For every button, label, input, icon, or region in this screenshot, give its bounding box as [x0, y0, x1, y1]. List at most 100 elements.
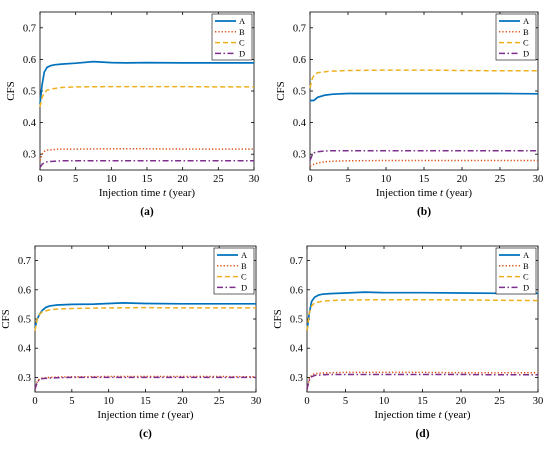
x-tick-label: 15 — [142, 174, 153, 185]
x-tick-label: 20 — [177, 396, 188, 407]
y-tick-label: 0.3 — [290, 373, 303, 384]
x-axis-label: Injection time t (year) — [99, 187, 196, 199]
x-tick-label: 25 — [494, 396, 505, 407]
series-line-A — [34, 302, 256, 329]
y-tick-label: 0.3 — [23, 150, 36, 161]
x-axis-label-variable: t — [440, 187, 444, 199]
x-axis-label: Injection time t (year) — [376, 187, 473, 199]
legend-label-D: D — [523, 48, 529, 58]
x-tick-label: 25 — [214, 396, 225, 407]
x-tick-label: 20 — [456, 396, 467, 407]
y-tick-label: 0.7 — [293, 23, 306, 34]
y-axis-label: CFS — [272, 309, 284, 329]
series-line-B — [306, 371, 538, 390]
x-tick-label: 30 — [249, 174, 260, 185]
legend-label-D: D — [241, 282, 247, 292]
x-axis-label-text: Injection time — [99, 187, 163, 199]
y-axis-label: CFS — [5, 81, 17, 101]
panel-label: (c) — [139, 428, 152, 440]
legend-label-B: B — [523, 27, 529, 37]
legend-label-A: A — [523, 250, 530, 260]
series-line-B — [34, 375, 257, 390]
x-tick-label: 5 — [345, 174, 350, 185]
y-tick-label: 0.5 — [23, 87, 36, 98]
x-tick-label: 5 — [343, 396, 348, 407]
x-tick-label: 15 — [140, 396, 151, 407]
y-tick-label: 0.6 — [18, 285, 31, 296]
x-tick-label: 30 — [251, 396, 262, 407]
x-tick-label: 15 — [417, 396, 428, 407]
x-tick-label: 10 — [106, 174, 117, 185]
y-tick-label: 0.6 — [290, 285, 303, 296]
series-line-C — [39, 85, 254, 107]
x-axis-label-unit: (year) — [165, 409, 194, 421]
x-tick-label: 5 — [73, 174, 78, 185]
x-tick-label: 15 — [419, 174, 430, 185]
x-tick-label: 10 — [379, 396, 390, 407]
x-tick-label: 30 — [533, 396, 544, 407]
legend-label-C: C — [523, 38, 529, 48]
x-tick-label: 30 — [533, 174, 544, 185]
series-line-D — [39, 160, 254, 168]
x-tick-label: 10 — [381, 174, 392, 185]
legend-label-C: C — [523, 272, 529, 282]
y-axis-label: CFS — [275, 81, 287, 101]
series-line-C — [309, 69, 538, 88]
y-tick-label: 0.5 — [18, 315, 31, 326]
y-tick-label: 0.4 — [18, 344, 32, 355]
panel-label: (a) — [140, 206, 154, 218]
x-tick-label: 0 — [37, 174, 42, 185]
y-tick-label: 0.3 — [18, 373, 31, 384]
x-axis-label: Injection time t (year) — [97, 409, 194, 421]
series-line-B — [309, 159, 538, 167]
series-line-A — [39, 60, 254, 104]
series-line-D — [306, 373, 538, 390]
x-axis-label-unit: (year) — [442, 409, 471, 421]
x-tick-label: 0 — [307, 174, 312, 185]
y-tick-label: 0.7 — [290, 256, 303, 267]
x-axis-label-text: Injection time — [374, 409, 438, 421]
x-tick-label: 25 — [495, 174, 506, 185]
y-tick-label: 0.7 — [23, 23, 36, 34]
series-line-B — [39, 148, 254, 161]
x-axis-label-variable: t — [439, 409, 443, 421]
x-axis-label-text: Injection time — [97, 409, 161, 421]
x-tick-label: 20 — [177, 174, 188, 185]
y-tick-label: 0.6 — [23, 55, 36, 66]
legend-label-B: B — [523, 261, 529, 271]
x-tick-label: 10 — [103, 396, 114, 407]
series-line-C — [306, 298, 539, 331]
y-tick-label: 0.3 — [293, 150, 306, 161]
x-tick-label: 20 — [457, 174, 468, 185]
y-tick-label: 0.4 — [290, 344, 304, 355]
legend-label-B: B — [241, 261, 247, 271]
x-axis-label-unit: (year) — [166, 187, 195, 199]
x-axis-label: Injection time t (year) — [374, 409, 471, 421]
x-tick-label: 5 — [69, 396, 74, 407]
y-tick-label: 0.4 — [293, 118, 307, 129]
series-line-A — [306, 291, 538, 331]
y-tick-label: 0.5 — [293, 87, 306, 98]
x-axis-label-variable: t — [162, 409, 166, 421]
series-line-D — [309, 149, 538, 161]
legend-label-D: D — [239, 48, 245, 58]
x-axis-label-variable: t — [163, 187, 167, 199]
series-line-C — [34, 306, 256, 331]
x-axis-label-unit: (year) — [443, 187, 472, 199]
x-tick-label: 0 — [32, 396, 37, 407]
legend-label-D: D — [523, 282, 529, 292]
panel-label: (d) — [415, 428, 429, 440]
y-tick-label: 0.5 — [290, 315, 303, 326]
x-tick-label: 25 — [213, 174, 224, 185]
legend-label-A: A — [523, 16, 530, 26]
